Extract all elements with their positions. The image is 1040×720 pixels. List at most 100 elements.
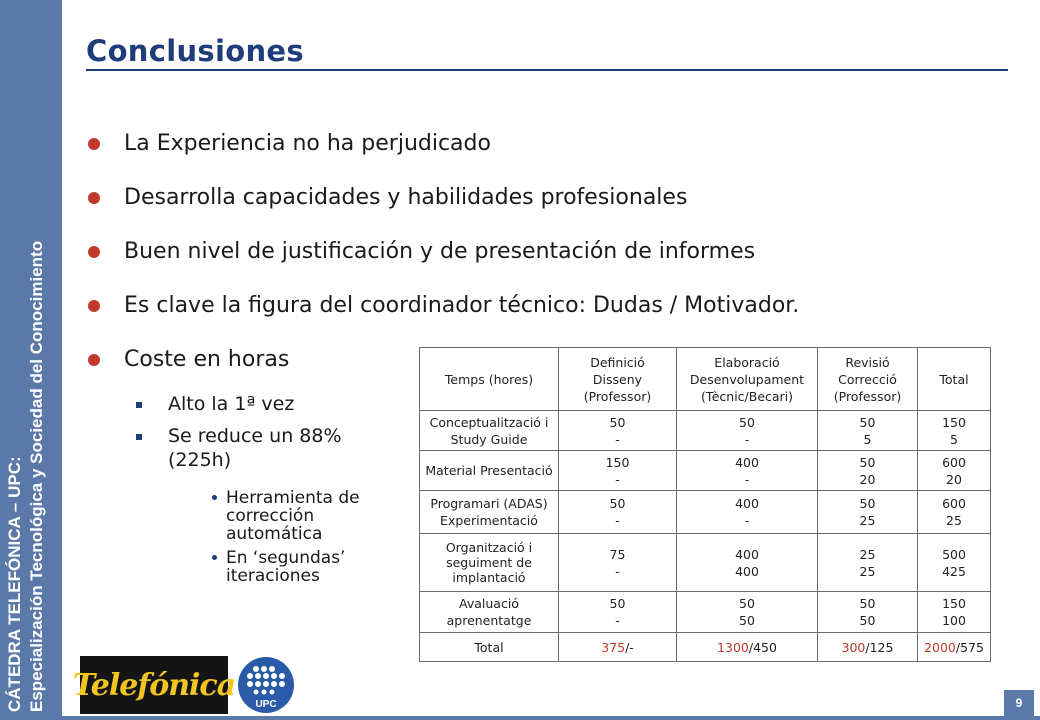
table-row: Conceptualització i Study Guide 50- 50- 5… [419, 410, 991, 451]
cell-value-2: 5 [863, 431, 872, 447]
cell-value-2: - [615, 563, 620, 579]
total-value-2: /125 [865, 639, 894, 655]
cell-value: 50 [859, 496, 876, 511]
total-value: 375 [601, 639, 626, 655]
bullet-text: La Experiencia no ha perjudicado [124, 131, 491, 156]
round-bullet-icon [212, 555, 217, 560]
total-value-2: /- [625, 639, 634, 655]
cell-value-2: - [744, 513, 750, 528]
sub-bullet-text: Se reduce un 88% (225h) [168, 425, 342, 471]
table-cell: 75- [558, 533, 677, 592]
label-line: Experimentació [440, 513, 538, 528]
cell-value: 400 [735, 454, 759, 470]
label-line: Avaluació [459, 596, 519, 611]
row-label: Conceptualització i Study Guide [419, 410, 559, 451]
subsub-bullet-text: Herramienta de corrección automática [226, 488, 360, 544]
cell-value: 25 [859, 546, 876, 562]
table-cell: 50 50 [676, 591, 818, 633]
label-line: Organització i [445, 540, 533, 555]
cell-value-2: - [615, 471, 620, 487]
row-label: Avaluació aprenentatge [419, 591, 559, 633]
table-header-row: Temps (hores) Definició Disseny (Professor… [419, 347, 991, 411]
upc-logo-text: UPC [255, 699, 276, 710]
telefonica-logo: Telefónica [73, 656, 236, 714]
total-cell: 1300/450 [676, 632, 818, 662]
cell-value: 50 [609, 596, 626, 611]
sub-bullet-text: Alto la 1ª vez [168, 393, 295, 415]
cell-value: 50 [609, 496, 626, 511]
header-line: Desenvolupament [689, 371, 805, 387]
total-value: 300 [841, 639, 866, 655]
sidebar-line-1: CÁTEDRA TELEFÓNICA – UPC: [5, 456, 24, 712]
table-cell: 150 100 [917, 591, 991, 633]
bullet-dot-icon [88, 192, 100, 204]
table-row: Avaluació aprenentatge 50- 50 50 50 50 150 1… [419, 591, 991, 633]
total-cell: 375/- [558, 632, 677, 662]
sidebar: CÁTEDRA TELEFÓNICA – UPC: Especializació… [0, 0, 62, 720]
upc-logo-icon: UPC [238, 657, 294, 713]
cell-value: 50 [609, 414, 626, 430]
cell-value-2: 50 [859, 613, 876, 628]
header-line: Temps (hores) [444, 371, 534, 387]
table-cell: 50- [558, 591, 677, 633]
table-cell: 400 400 [676, 533, 818, 592]
bullet-text: Es clave la figura del coordinador técni… [124, 293, 800, 318]
header-line: Total [939, 371, 969, 387]
table-row: Programari (ADAS) Experimentació 50 - 400 -… [419, 490, 991, 534]
cell-value-2: - [615, 513, 620, 528]
sub-bullet-list: Alto la 1ª vez Se reduce un 88% (225h) [124, 392, 394, 480]
table-cell: 50- [676, 410, 818, 451]
total-value: 2000 [924, 639, 956, 655]
table-cell: 50 50 [817, 591, 918, 633]
cell-value: 50 [859, 454, 876, 470]
table-header-cell: Definició Disseny (Professor) [558, 347, 677, 411]
cell-value-2: 50 [739, 613, 755, 628]
square-bullet-icon [136, 402, 142, 408]
subsub-bullet-item: En ‘segundas’ iteraciones [212, 549, 402, 585]
header-line: Revisió [845, 354, 890, 370]
footer-rule [62, 716, 1040, 720]
hours-table-wrap: Temps (hores) Definició Disseny (Professor… [419, 347, 991, 662]
table-total-row: Total 375/- 1300/450 300/125 2000/575 [419, 632, 991, 662]
bullet-item: Buen nivel de justificación y de present… [86, 234, 1016, 288]
hours-table: Temps (hores) Definició Disseny (Professor… [419, 347, 991, 662]
label-line: implantació [452, 570, 526, 585]
cell-value-2: - [744, 431, 750, 447]
cell-value-2: 100 [942, 613, 966, 628]
table-cell: 400- [676, 450, 818, 491]
label-line: aprenentatge [446, 613, 532, 628]
total-label: Total [419, 632, 559, 662]
cell-value-2: 400 [735, 563, 759, 579]
row-label: Programari (ADAS) Experimentació [419, 490, 559, 534]
table-cell: 600 20 [917, 450, 991, 491]
header-line: Disseny [592, 371, 643, 387]
label-line: Material Presentació [425, 463, 553, 478]
cell-value: 150 [605, 454, 630, 470]
bullet-item: Desarrolla capacidades y habilidades pro… [86, 180, 1016, 234]
upc-logo: UPC [236, 656, 296, 714]
cell-value-2: 5 [950, 431, 958, 447]
row-label: Material Presentació [419, 450, 559, 491]
cell-value: 50 [859, 414, 876, 430]
subsub-bullet-list: Herramienta de corrección automática En … [212, 489, 402, 591]
cell-value: 150 [942, 596, 966, 611]
subsub-bullet-item: Herramienta de corrección automática [212, 489, 402, 543]
table-header-cell: Temps (hores) [419, 347, 559, 411]
total-value-2: /450 [748, 639, 777, 655]
row-label: Organització i seguiment de implantació [419, 533, 559, 592]
table-cell: 50 5 [817, 410, 918, 451]
table-cell: 50- [558, 410, 677, 451]
header-line: (Professor) [833, 388, 902, 404]
total-cell: 2000/575 [917, 632, 991, 662]
cell-value: 600 [942, 454, 966, 470]
table-cell: 50 25 [817, 490, 918, 534]
cell-value: 400 [735, 496, 759, 511]
table-cell: 150- [558, 450, 677, 491]
sub-bullet-item: Se reduce un 88% (225h) [124, 424, 394, 472]
total-value: 1300 [717, 639, 749, 655]
bullet-item: Coste en horas [86, 342, 1016, 396]
bullet-dot-icon [88, 354, 100, 366]
table-row: Material Presentació 150- 400- 50 20 600 2… [419, 450, 991, 491]
label-line: seguiment de [446, 555, 532, 570]
table-cell: 25 25 [817, 533, 918, 592]
